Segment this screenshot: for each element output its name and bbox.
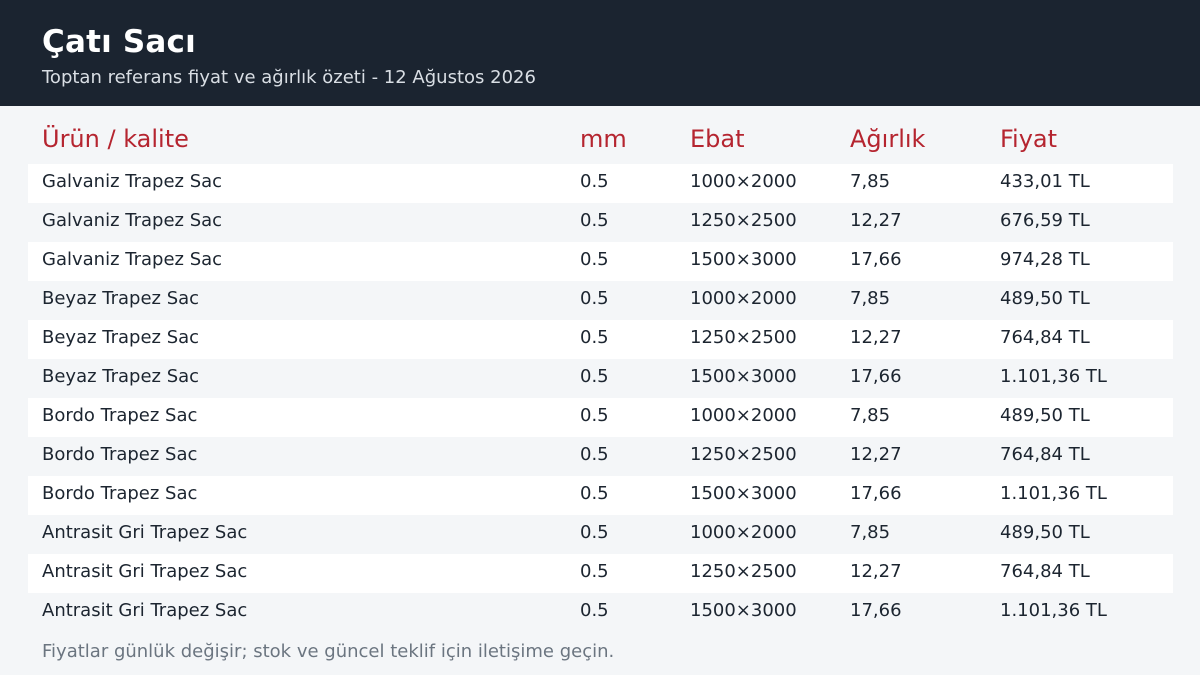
- table-row: Beyaz Trapez Sac 0.5 1000×2000 7,85 489,50 T…: [28, 281, 1173, 320]
- page-header: Çatı Sacı Toptan referans fiyat ve ağırl…: [0, 0, 1200, 106]
- thickness-cell: 0.5: [580, 522, 609, 543]
- price-cell: 433,01 TL: [1000, 171, 1090, 192]
- size-cell: 1250×2500: [690, 210, 797, 231]
- weight-cell: 17,66: [850, 366, 902, 387]
- price-cell: 489,50 TL: [1000, 522, 1090, 543]
- size-cell: 1000×2000: [690, 288, 797, 309]
- column-header-price: Fiyat: [1000, 125, 1058, 153]
- product-cell: Antrasit Gri Trapez Sac: [42, 561, 248, 582]
- column-header-thickness: mm: [580, 125, 627, 153]
- table-row: Galvaniz Trapez Sac 0.5 1500×3000 17,66 974,…: [28, 242, 1173, 281]
- table-row: Antrasit Gri Trapez Sac 0.5 1250×2500 12,27…: [28, 554, 1173, 593]
- size-cell: 1500×3000: [690, 366, 797, 387]
- thickness-cell: 0.5: [580, 327, 609, 348]
- weight-cell: 7,85: [850, 288, 891, 309]
- column-header-product: Ürün / kalite: [42, 125, 189, 153]
- price-cell: 676,59 TL: [1000, 210, 1090, 231]
- weight-cell: 7,85: [850, 405, 891, 426]
- product-cell: Galvaniz Trapez Sac: [42, 171, 223, 192]
- thickness-cell: 0.5: [580, 366, 609, 387]
- thickness-cell: 0.5: [580, 405, 609, 426]
- weight-cell: 12,27: [850, 561, 902, 582]
- price-cell: 764,84 TL: [1000, 561, 1090, 582]
- price-cell: 1.101,36 TL: [1000, 600, 1107, 621]
- thickness-cell: 0.5: [580, 561, 609, 582]
- size-cell: 1500×3000: [690, 483, 797, 504]
- weight-cell: 7,85: [850, 522, 891, 543]
- table-row: Bordo Trapez Sac 0.5 1000×2000 7,85 489,50 T…: [28, 398, 1173, 437]
- size-cell: 1000×2000: [690, 405, 797, 426]
- thickness-cell: 0.5: [580, 444, 609, 465]
- thickness-cell: 0.5: [580, 171, 609, 192]
- weight-cell: 12,27: [850, 444, 902, 465]
- page-title: Çatı Sacı: [42, 24, 196, 60]
- thickness-cell: 0.5: [580, 249, 609, 270]
- page-subtitle: Toptan referans fiyat ve ağırlık özeti -…: [42, 67, 536, 88]
- table-row: Beyaz Trapez Sac 0.5 1500×3000 17,66 1.101,3…: [28, 359, 1173, 398]
- price-cell: 764,84 TL: [1000, 444, 1090, 465]
- weight-cell: 12,27: [850, 327, 902, 348]
- table-row: Antrasit Gri Trapez Sac 0.5 1000×2000 7,85 4…: [28, 515, 1173, 554]
- weight-cell: 17,66: [850, 483, 902, 504]
- thickness-cell: 0.5: [580, 288, 609, 309]
- size-cell: 1250×2500: [690, 561, 797, 582]
- size-cell: 1250×2500: [690, 327, 797, 348]
- weight-cell: 17,66: [850, 600, 902, 621]
- table-row: Beyaz Trapez Sac 0.5 1250×2500 12,27 764,84 …: [28, 320, 1173, 359]
- table-row: Bordo Trapez Sac 0.5 1500×3000 17,66 1.101,3…: [28, 476, 1173, 515]
- product-cell: Galvaniz Trapez Sac: [42, 210, 223, 231]
- price-cell: 1.101,36 TL: [1000, 483, 1107, 504]
- price-cell: 489,50 TL: [1000, 405, 1090, 426]
- product-cell: Antrasit Gri Trapez Sac: [42, 600, 248, 621]
- product-cell: Antrasit Gri Trapez Sac: [42, 522, 248, 543]
- table-header-row: Ürün / kalite mm Ebat Ağırlık Fiyat: [28, 120, 1173, 164]
- price-cell: 489,50 TL: [1000, 288, 1090, 309]
- price-table: Ürün / kalite mm Ebat Ağırlık Fiyat Galv…: [28, 120, 1173, 632]
- weight-cell: 12,27: [850, 210, 902, 231]
- size-cell: 1500×3000: [690, 249, 797, 270]
- product-cell: Bordo Trapez Sac: [42, 405, 198, 426]
- product-cell: Beyaz Trapez Sac: [42, 366, 200, 387]
- product-cell: Galvaniz Trapez Sac: [42, 249, 223, 270]
- product-cell: Bordo Trapez Sac: [42, 444, 198, 465]
- thickness-cell: 0.5: [580, 600, 609, 621]
- price-cell: 764,84 TL: [1000, 327, 1090, 348]
- size-cell: 1500×3000: [690, 600, 797, 621]
- product-cell: Bordo Trapez Sac: [42, 483, 198, 504]
- size-cell: 1000×2000: [690, 522, 797, 543]
- column-header-size: Ebat: [690, 125, 745, 153]
- product-cell: Beyaz Trapez Sac: [42, 288, 200, 309]
- table-row: Galvaniz Trapez Sac 0.5 1250×2500 12,27 676,…: [28, 203, 1173, 242]
- column-header-weight: Ağırlık: [850, 125, 926, 153]
- size-cell: 1000×2000: [690, 171, 797, 192]
- table-body: Galvaniz Trapez Sac 0.5 1000×2000 7,85 433,0…: [28, 164, 1173, 632]
- weight-cell: 17,66: [850, 249, 902, 270]
- price-cell: 1.101,36 TL: [1000, 366, 1107, 387]
- table-row: Bordo Trapez Sac 0.5 1250×2500 12,27 764,84 …: [28, 437, 1173, 476]
- footer-note: Fiyatlar günlük değişir; stok ve güncel …: [42, 641, 615, 662]
- price-cell: 974,28 TL: [1000, 249, 1090, 270]
- weight-cell: 7,85: [850, 171, 891, 192]
- product-cell: Beyaz Trapez Sac: [42, 327, 200, 348]
- thickness-cell: 0.5: [580, 210, 609, 231]
- table-row: Antrasit Gri Trapez Sac 0.5 1500×3000 17,66…: [28, 593, 1173, 632]
- size-cell: 1250×2500: [690, 444, 797, 465]
- table-row: Galvaniz Trapez Sac 0.5 1000×2000 7,85 433,0…: [28, 164, 1173, 203]
- thickness-cell: 0.5: [580, 483, 609, 504]
